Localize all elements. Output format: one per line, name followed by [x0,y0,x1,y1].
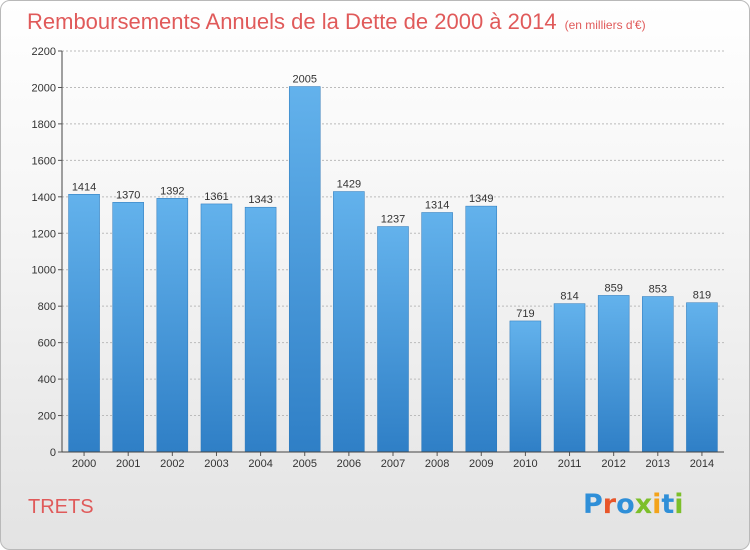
x-tick-label: 2000 [72,458,96,470]
y-tick-label: 200 [38,411,56,423]
x-tick-label: 2006 [337,458,361,470]
y-tick-label: 800 [38,301,56,313]
data-label-2011: 814 [560,291,578,303]
y-tick-label: 2000 [32,82,56,94]
bar-2011 [553,303,586,453]
x-tick-label: 2004 [248,458,272,470]
data-label-2001: 1370 [116,189,140,201]
logo-letter: x [634,489,653,520]
x-tick-label: 2014 [690,458,714,470]
x-tick-label: 2002 [160,458,184,470]
x-tick-label: 2011 [558,458,582,470]
bar-2014 [686,302,718,453]
bar-2001 [112,202,144,453]
data-label-2002: 1392 [160,185,184,197]
bars [68,86,718,453]
data-label-2007: 1237 [381,214,405,226]
x-tick-label: 2013 [646,458,670,470]
y-tick-label: 1400 [32,192,56,204]
data-label-2006: 1429 [337,179,361,191]
data-label-2003: 1361 [204,191,228,203]
bar-2005 [288,86,321,453]
y-tick-label: 1600 [32,155,56,167]
data-label-2009: 1349 [469,193,493,205]
x-tick-label: 2008 [425,458,449,470]
x-tick-label: 2005 [292,458,316,470]
bar-2009 [465,205,498,453]
x-tick-label: 2009 [469,458,493,470]
x-tick-label: 2010 [513,458,537,470]
proxiti-logo: Proxiti [583,489,684,520]
logo-letter: t [661,489,675,520]
axes [58,50,724,456]
x-tick-label: 2001 [116,458,140,470]
bar-2003 [200,203,233,453]
y-tick-label: 2200 [32,46,56,58]
y-tick-label: 1000 [32,265,56,277]
data-label-2012: 859 [604,282,622,294]
data-label-2010: 719 [516,308,534,320]
bar-2000 [68,194,100,453]
data-label-2013: 853 [649,284,667,296]
bar-2013 [642,296,674,453]
logo-letter: i [674,489,684,520]
y-tick-label: 600 [38,338,56,350]
bar-2004 [244,206,277,453]
bar-2006 [333,191,365,453]
logo-letter: P [583,489,603,520]
bar-2002 [156,198,189,453]
labels: 0 200 400 600 800 1000 1200 1400 1600 1800 2000 220… [32,46,715,470]
x-tick-label: 2003 [204,458,228,470]
commune-name: TRETS [28,496,94,518]
logo-letter: i [652,489,662,520]
bar-2010 [509,320,542,453]
data-label-2004: 1343 [248,194,272,206]
y-tick-label: 0 [50,447,56,459]
y-tick-label: 400 [38,374,56,386]
bar-2012 [597,295,630,453]
chart-title-text: Remboursements Annuels de la Dette de 20… [27,9,557,34]
logo-letter: o [616,489,635,520]
data-label-2014: 819 [693,290,711,302]
bar-2008 [421,212,453,453]
unit-note: (en milliers d'€) [564,18,646,32]
x-tick-label: 2012 [601,458,625,470]
bar-2007 [377,226,409,453]
data-label-2000: 1414 [72,181,96,193]
y-tick-label: 1800 [32,119,56,131]
data-label-2005: 2005 [292,74,316,86]
chart-title: Remboursements Annuels de la Dette de 20… [27,9,646,35]
data-label-2008: 1314 [425,199,449,211]
x-tick-label: 2007 [381,458,405,470]
y-tick-label: 1200 [32,228,56,240]
logo-letter: r [602,489,617,520]
